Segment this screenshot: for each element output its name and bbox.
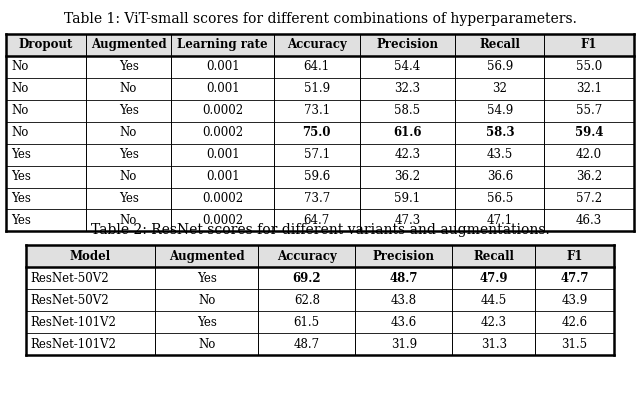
Text: 64.7: 64.7 bbox=[303, 214, 330, 227]
Text: 46.3: 46.3 bbox=[576, 214, 602, 227]
Text: ResNet-50V2: ResNet-50V2 bbox=[31, 294, 109, 307]
Text: 43.5: 43.5 bbox=[487, 148, 513, 161]
Text: Dropout: Dropout bbox=[19, 38, 73, 51]
Text: 61.6: 61.6 bbox=[393, 126, 422, 139]
Text: 48.7: 48.7 bbox=[390, 272, 418, 285]
Text: 31.3: 31.3 bbox=[481, 338, 507, 351]
Text: Yes: Yes bbox=[118, 148, 138, 161]
Text: 61.5: 61.5 bbox=[294, 316, 320, 329]
Text: Learning rate: Learning rate bbox=[177, 38, 268, 51]
Bar bbox=[26, 245, 614, 267]
Text: 47.9: 47.9 bbox=[479, 272, 508, 285]
Text: 47.1: 47.1 bbox=[487, 214, 513, 227]
Text: Augmented: Augmented bbox=[169, 250, 244, 263]
Text: 42.3: 42.3 bbox=[481, 316, 507, 329]
Text: No: No bbox=[12, 82, 29, 95]
Text: 59.6: 59.6 bbox=[303, 170, 330, 183]
Bar bbox=[6, 34, 634, 56]
Text: Yes: Yes bbox=[12, 170, 31, 183]
Text: No: No bbox=[120, 82, 137, 95]
Text: 51.9: 51.9 bbox=[303, 82, 330, 95]
Text: 0.001: 0.001 bbox=[206, 82, 239, 95]
Text: 42.6: 42.6 bbox=[561, 316, 588, 329]
Text: 54.4: 54.4 bbox=[394, 60, 420, 73]
Text: No: No bbox=[12, 60, 29, 73]
Text: 0.0002: 0.0002 bbox=[202, 126, 243, 139]
Text: 58.5: 58.5 bbox=[394, 104, 420, 117]
Text: Yes: Yes bbox=[12, 214, 31, 227]
Text: F1: F1 bbox=[581, 38, 597, 51]
Text: 0.0002: 0.0002 bbox=[202, 104, 243, 117]
Text: F1: F1 bbox=[566, 250, 583, 263]
Text: 43.6: 43.6 bbox=[391, 316, 417, 329]
Text: Precision: Precision bbox=[373, 250, 435, 263]
Text: 42.0: 42.0 bbox=[576, 148, 602, 161]
Text: 54.9: 54.9 bbox=[487, 104, 513, 117]
Text: Yes: Yes bbox=[12, 148, 31, 161]
Text: 43.9: 43.9 bbox=[561, 294, 588, 307]
Text: 59.4: 59.4 bbox=[575, 126, 604, 139]
Text: 57.2: 57.2 bbox=[576, 192, 602, 205]
Text: 58.3: 58.3 bbox=[486, 126, 514, 139]
Text: No: No bbox=[12, 126, 29, 139]
Text: No: No bbox=[120, 170, 137, 183]
Text: 43.8: 43.8 bbox=[391, 294, 417, 307]
Text: ResNet-50V2: ResNet-50V2 bbox=[31, 272, 109, 285]
Bar bbox=[26, 245, 614, 355]
Text: 0.0002: 0.0002 bbox=[202, 214, 243, 227]
Text: Recall: Recall bbox=[479, 38, 520, 51]
Text: Accuracy: Accuracy bbox=[277, 250, 337, 263]
Text: ResNet-101V2: ResNet-101V2 bbox=[31, 316, 116, 329]
Text: 42.3: 42.3 bbox=[394, 148, 420, 161]
Text: 31.5: 31.5 bbox=[561, 338, 588, 351]
Text: Model: Model bbox=[70, 250, 111, 263]
Text: Yes: Yes bbox=[118, 104, 138, 117]
Text: 59.1: 59.1 bbox=[394, 192, 420, 205]
Text: 55.0: 55.0 bbox=[576, 60, 602, 73]
Text: 47.7: 47.7 bbox=[561, 272, 589, 285]
Text: No: No bbox=[120, 126, 137, 139]
Text: 0.001: 0.001 bbox=[206, 60, 239, 73]
Text: Augmented: Augmented bbox=[91, 38, 166, 51]
Text: 47.3: 47.3 bbox=[394, 214, 420, 227]
Text: No: No bbox=[120, 214, 137, 227]
Text: 0.001: 0.001 bbox=[206, 170, 239, 183]
Text: 56.5: 56.5 bbox=[487, 192, 513, 205]
Text: 73.7: 73.7 bbox=[303, 192, 330, 205]
Text: 36.2: 36.2 bbox=[576, 170, 602, 183]
Bar bbox=[6, 34, 634, 231]
Text: Accuracy: Accuracy bbox=[287, 38, 347, 51]
Text: 32: 32 bbox=[492, 82, 508, 95]
Text: 36.6: 36.6 bbox=[487, 170, 513, 183]
Text: Yes: Yes bbox=[118, 192, 138, 205]
Text: Yes: Yes bbox=[196, 316, 216, 329]
Text: 55.7: 55.7 bbox=[576, 104, 602, 117]
Text: 64.1: 64.1 bbox=[303, 60, 330, 73]
Text: Yes: Yes bbox=[196, 272, 216, 285]
Text: 44.5: 44.5 bbox=[481, 294, 507, 307]
Text: 31.9: 31.9 bbox=[391, 338, 417, 351]
Text: 0.001: 0.001 bbox=[206, 148, 239, 161]
Text: Precision: Precision bbox=[376, 38, 438, 51]
Text: 69.2: 69.2 bbox=[292, 272, 321, 285]
Text: Yes: Yes bbox=[118, 60, 138, 73]
Text: 32.3: 32.3 bbox=[394, 82, 420, 95]
Text: 36.2: 36.2 bbox=[394, 170, 420, 183]
Text: 75.0: 75.0 bbox=[303, 126, 331, 139]
Text: Table 2: ResNet scores for different variants and augmentations.: Table 2: ResNet scores for different var… bbox=[91, 223, 549, 237]
Text: 48.7: 48.7 bbox=[294, 338, 320, 351]
Text: No: No bbox=[12, 104, 29, 117]
Text: 73.1: 73.1 bbox=[303, 104, 330, 117]
Text: Table 1: ViT-small scores for different combinations of hyperparameters.: Table 1: ViT-small scores for different … bbox=[63, 12, 577, 26]
Text: 62.8: 62.8 bbox=[294, 294, 320, 307]
Text: 0.0002: 0.0002 bbox=[202, 192, 243, 205]
Text: ResNet-101V2: ResNet-101V2 bbox=[31, 338, 116, 351]
Text: No: No bbox=[198, 338, 215, 351]
Text: 32.1: 32.1 bbox=[576, 82, 602, 95]
Text: 56.9: 56.9 bbox=[487, 60, 513, 73]
Text: Recall: Recall bbox=[473, 250, 514, 263]
Text: Yes: Yes bbox=[12, 192, 31, 205]
Text: No: No bbox=[198, 294, 215, 307]
Text: 57.1: 57.1 bbox=[303, 148, 330, 161]
